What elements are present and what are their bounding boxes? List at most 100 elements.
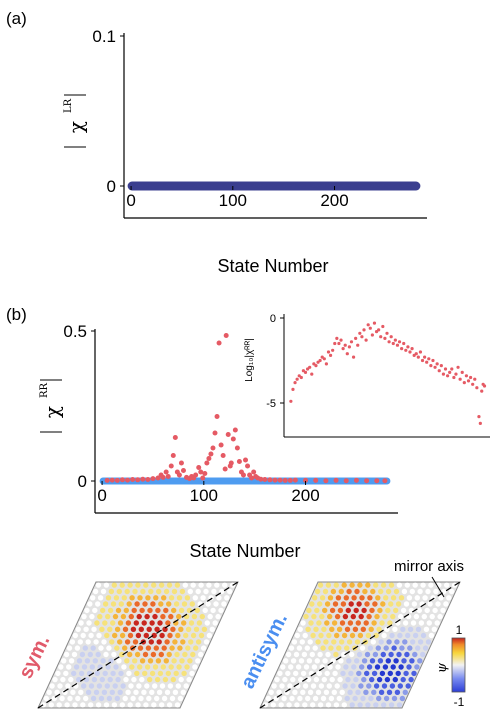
lattice-site [149, 689, 155, 695]
lattice-site [435, 601, 441, 607]
lattice-site [385, 607, 391, 614]
lattice-site [221, 601, 227, 607]
series-0-point [333, 341, 337, 346]
lattice-site [114, 626, 121, 632]
lattice-site [88, 632, 94, 639]
series-1-point [303, 477, 309, 483]
lattice-site [353, 607, 359, 614]
series-0-point [379, 335, 383, 339]
series-0-point [468, 375, 473, 380]
lattice-site [356, 670, 362, 677]
lattice-site [173, 601, 180, 607]
lattice-site [290, 676, 296, 683]
lattice-site [145, 595, 151, 601]
lattice-site [146, 695, 152, 702]
lattice-site [374, 664, 381, 670]
lattice-site [127, 582, 133, 588]
lattice-site [362, 588, 368, 595]
lattice-site [314, 588, 321, 595]
lattice-site [417, 588, 423, 595]
lattice-site [83, 676, 90, 683]
lattice-site [330, 588, 337, 595]
series-0-point [328, 353, 333, 357]
lattice-site [107, 676, 113, 683]
lattice-site [135, 702, 141, 708]
lattice-site [301, 651, 308, 658]
series-0-point [354, 336, 358, 340]
lattice-site [97, 595, 104, 601]
lattice-site [68, 658, 75, 664]
lattice-site [190, 632, 197, 639]
series-0-point [370, 333, 374, 337]
lattice-site [166, 601, 172, 607]
lattice-site [421, 613, 427, 620]
lattice-site [290, 658, 297, 664]
lattice-site [185, 626, 192, 632]
lattice-site [92, 658, 99, 664]
lattice-site [84, 607, 90, 614]
lattice-site [124, 658, 130, 664]
lattice-site [293, 651, 300, 658]
lattice-site [152, 664, 159, 670]
lattice-site [373, 632, 379, 639]
lattice-site [92, 588, 99, 595]
lattice-site [297, 695, 303, 702]
y-tick-label: 0 [78, 472, 87, 491]
lattice-site [202, 607, 208, 614]
series-1-point [249, 475, 255, 481]
lattice-site [409, 588, 415, 595]
lattice-site [123, 676, 129, 683]
series-0-point [308, 365, 312, 369]
lattice-site [92, 607, 98, 614]
lattice-site [218, 607, 224, 614]
lattice-site [166, 582, 173, 588]
series-1-point [109, 477, 115, 483]
lattice-site [294, 702, 300, 708]
lattice-site [177, 645, 183, 651]
lattice-site [262, 702, 269, 708]
lattice-site [203, 588, 209, 595]
lattice-site [65, 683, 71, 689]
lattice-site [103, 702, 110, 708]
chart-b-series [99, 333, 391, 485]
lattice-site [364, 670, 370, 677]
lattice-site [389, 683, 396, 689]
lattice-site [169, 695, 176, 702]
series-0-point [335, 336, 339, 340]
lattice-site [411, 670, 417, 677]
lattice-site [143, 702, 149, 708]
lattice-site [48, 702, 54, 708]
series-1-point [243, 457, 249, 463]
lattice-site [107, 607, 114, 614]
lattice-site [359, 595, 365, 601]
lattice-site [142, 601, 148, 607]
lattice-site [412, 582, 418, 588]
lattice-site [316, 670, 322, 677]
series-0-point [364, 338, 368, 342]
lattice-site [354, 639, 361, 645]
lattice-site [276, 689, 282, 695]
series-0-point [410, 347, 414, 351]
chart-b-ylabel: χ RR [39, 379, 64, 433]
lattice-site [397, 632, 403, 639]
lattice-site [388, 582, 395, 588]
series-1-point [287, 477, 293, 483]
series-0-point [448, 370, 452, 374]
lattice-site [113, 664, 119, 670]
lattice-site [148, 639, 154, 645]
lattice-site [120, 683, 126, 689]
lattice-site [375, 645, 381, 651]
lattice-site [144, 613, 150, 620]
series-0-point [435, 362, 439, 366]
lattice-site [407, 645, 413, 651]
lattice-site [175, 683, 181, 689]
series-0-point [339, 338, 343, 342]
lattice-site [175, 632, 181, 639]
lattice-site [201, 626, 208, 632]
lattice-site [319, 613, 325, 620]
lattice-site [130, 626, 137, 632]
lattice-site [366, 613, 372, 620]
lattice-site [325, 582, 332, 588]
lattice-site [176, 595, 183, 601]
lattice-site [268, 689, 274, 695]
